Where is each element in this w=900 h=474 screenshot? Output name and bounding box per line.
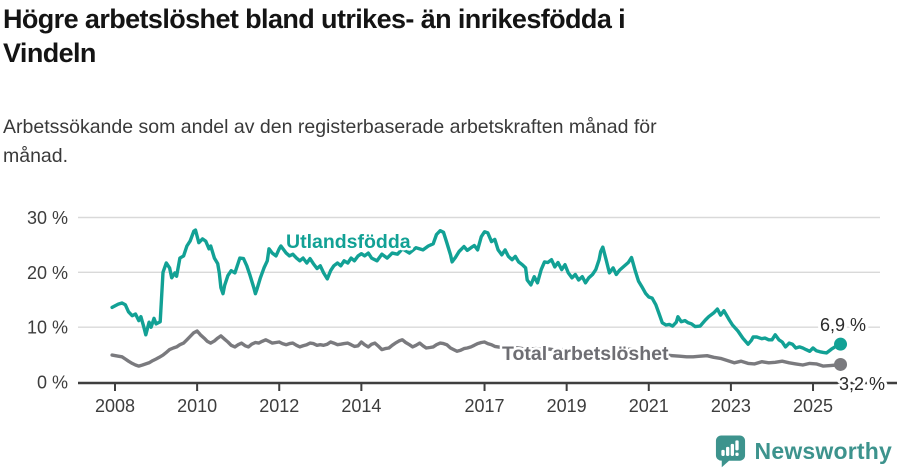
series-line-total-arbetsl-shet	[110, 329, 843, 368]
x-axis-label: 2010	[177, 396, 217, 416]
newsworthy-logo-icon	[715, 435, 745, 468]
page-subtitle: Arbetssökande som andel av den registerb…	[3, 113, 863, 172]
page-title-line2: Vindeln	[3, 38, 96, 69]
page-subtitle-line2: månad.	[3, 145, 69, 168]
series-line-utlandsf-dda	[110, 228, 843, 355]
x-axis-label: 2008	[95, 396, 135, 416]
series-end-dot-total-arbetsl-shet	[834, 357, 848, 371]
y-axis-label: 10 %	[27, 318, 68, 338]
y-axis-label: 0 %	[37, 373, 68, 393]
brand-footer: Newsworthy	[714, 434, 892, 468]
brand-name: Newsworthy	[754, 437, 892, 464]
series-end-label-utlandsf-dda: 6,9 %	[820, 315, 866, 335]
x-axis-label: 2012	[259, 396, 299, 416]
x-axis-label: 2019	[547, 396, 587, 416]
series-label-total-arbetsl-shet: Total arbetslöshet	[502, 343, 669, 365]
series-end-label-total-arbetsl-shet: 3,2 %	[839, 374, 885, 394]
series-label-utlandsf-dda: Utlandsfödda	[286, 231, 411, 253]
x-axis-label: 2025	[793, 396, 833, 416]
x-axis-label: 2021	[629, 396, 669, 416]
y-axis-label: 20 %	[27, 263, 68, 283]
series-end-dot-utlandsf-dda	[834, 337, 848, 351]
x-axis-label: 2017	[465, 396, 505, 416]
page-subtitle-line1: Arbetssökande som andel av den registerb…	[3, 116, 657, 138]
x-axis-label: 2023	[711, 396, 751, 416]
x-axis-label: 2014	[341, 396, 381, 416]
page-title: Högre arbetslöshet bland utrikes- än inr…	[3, 2, 863, 70]
y-axis-label: 30 %	[27, 208, 68, 228]
page-title-line1: Högre arbetslöshet bland utrikes- än inr…	[3, 4, 626, 34]
